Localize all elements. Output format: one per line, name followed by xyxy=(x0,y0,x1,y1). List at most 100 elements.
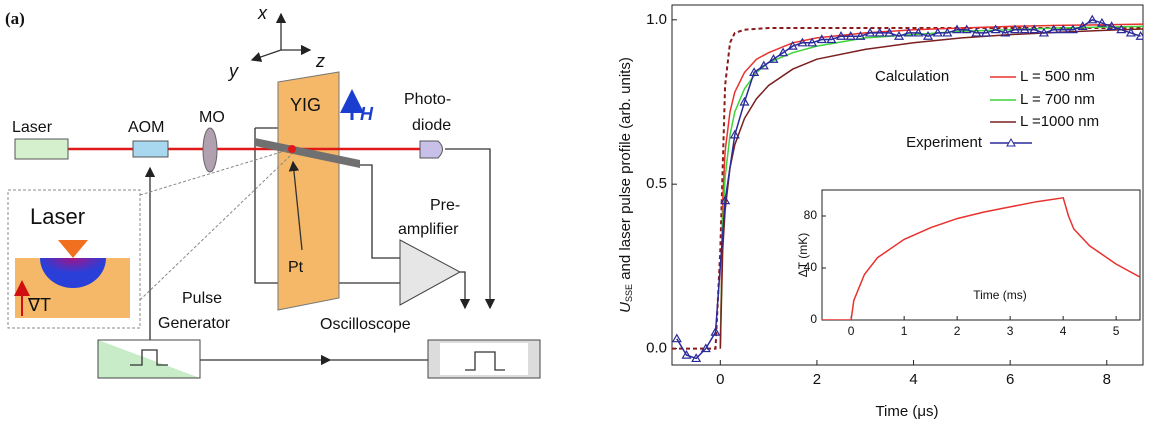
legend-title: Calculation xyxy=(875,68,949,85)
y-tick-label: 80 xyxy=(804,208,818,222)
generator-label: Pulse xyxy=(182,290,222,307)
x-tick-label: 4 xyxy=(1060,324,1067,338)
x-tick-label: 8 xyxy=(1103,371,1111,388)
data-point xyxy=(855,31,866,40)
gradient-label: ∇T xyxy=(27,295,51,315)
wire xyxy=(459,271,471,310)
yig-slab xyxy=(277,71,340,311)
data-point xyxy=(672,333,682,343)
setup-diagram: (a) x y z YIG H Pt Laser AOM MO xyxy=(5,3,541,379)
charts: 0 2 4 6 8 0.0 0.5 1.0 Time (μs) USSE and laser pu… xyxy=(617,4,1144,420)
y-tick-label: 0.0 xyxy=(646,340,667,357)
data-point xyxy=(758,60,769,70)
data-point xyxy=(1087,14,1098,24)
data-point xyxy=(1019,24,1030,34)
data-point xyxy=(990,24,1001,34)
pt-label: Pt xyxy=(288,259,304,276)
data-point xyxy=(768,54,779,63)
x-tick-label: 0 xyxy=(716,371,724,388)
data-point xyxy=(720,195,731,205)
series-line xyxy=(672,27,1143,350)
data-point xyxy=(691,353,702,363)
data-point xyxy=(710,326,721,336)
preamplifier-label: Pre- xyxy=(430,197,460,214)
axis-arrow xyxy=(250,49,282,62)
zoom-line xyxy=(139,149,289,196)
legend-label: Experiment xyxy=(906,134,983,151)
field-label: H xyxy=(360,104,374,124)
aom-label: AOM xyxy=(128,119,164,136)
data-point xyxy=(1058,24,1069,34)
y-label-subscript: SSE xyxy=(624,284,634,302)
data-point xyxy=(1038,27,1050,37)
preamplifier-label: amplifier xyxy=(398,221,459,238)
data-point xyxy=(894,31,905,40)
data-point xyxy=(932,27,943,37)
data-point xyxy=(922,31,934,40)
data-point xyxy=(797,37,808,47)
axis-z-label: z xyxy=(315,51,325,71)
axis-x-label: x xyxy=(257,3,268,23)
legend-label: L =1000 nm xyxy=(1020,113,1099,130)
y-tick-label: 0 xyxy=(810,312,817,326)
x-tick-label: 0 xyxy=(848,324,855,338)
data-point xyxy=(913,27,924,37)
lens xyxy=(202,127,218,173)
oscilloscope-label: Oscilloscope xyxy=(320,316,411,333)
data-point xyxy=(807,37,818,47)
mo-label: MO xyxy=(199,109,225,126)
x-axis-label: Time (ms) xyxy=(973,288,1027,302)
pulse-icon xyxy=(465,351,505,371)
x-tick-label: 6 xyxy=(1006,371,1014,388)
zoom-line xyxy=(139,153,293,301)
data-point xyxy=(826,34,837,44)
laser-label: Laser xyxy=(12,119,53,136)
data-point xyxy=(1096,17,1107,27)
x-tick-label: 2 xyxy=(954,324,961,338)
y-label-text: and laser pulse profile (arb. units) xyxy=(617,57,634,284)
data-point xyxy=(1077,21,1088,30)
x-tick-label: 5 xyxy=(1113,324,1120,338)
data-point xyxy=(884,27,895,37)
data-point xyxy=(836,31,847,40)
data-point xyxy=(1048,24,1059,34)
preamplifier xyxy=(399,239,462,306)
y-label-symbol: U xyxy=(617,302,634,313)
plot-frame xyxy=(821,189,1141,321)
y-tick-label: 40 xyxy=(804,260,818,274)
pointer xyxy=(288,160,303,251)
generator-label: Generator xyxy=(158,315,231,332)
heated-region xyxy=(40,258,106,288)
series-line xyxy=(822,196,1140,320)
data-point xyxy=(1029,24,1040,34)
laser-box xyxy=(14,138,69,160)
data-point xyxy=(865,27,876,37)
x-tick-label: 2 xyxy=(813,371,821,388)
data-point xyxy=(951,24,963,34)
oscilloscope-screen xyxy=(440,343,528,375)
wire xyxy=(445,148,496,310)
inset-title: Laser xyxy=(30,204,85,229)
x-tick-label: 3 xyxy=(1007,324,1014,338)
x-tick-label: 4 xyxy=(909,371,917,388)
panel-label: (a) xyxy=(5,9,25,28)
data-point xyxy=(874,27,885,37)
data-point xyxy=(1009,24,1021,34)
data-point xyxy=(1067,24,1078,34)
plot-area xyxy=(672,14,1143,363)
pulse-generator xyxy=(97,339,201,379)
data-point xyxy=(942,27,953,37)
pulse-icon xyxy=(130,349,168,366)
y-axis-label: USSE and laser pulse profile (arb. units… xyxy=(617,57,634,313)
y-tick-label: 0.5 xyxy=(646,175,667,192)
data-point xyxy=(845,31,856,40)
aom-box xyxy=(132,140,169,158)
data-point xyxy=(749,67,760,76)
legend-marker xyxy=(1006,137,1016,147)
data-point xyxy=(681,349,692,359)
plot-area xyxy=(822,196,1140,320)
data-point xyxy=(778,47,789,57)
data-point xyxy=(1125,27,1136,37)
x-tick-label: 1 xyxy=(901,324,908,338)
data-point xyxy=(729,129,740,139)
